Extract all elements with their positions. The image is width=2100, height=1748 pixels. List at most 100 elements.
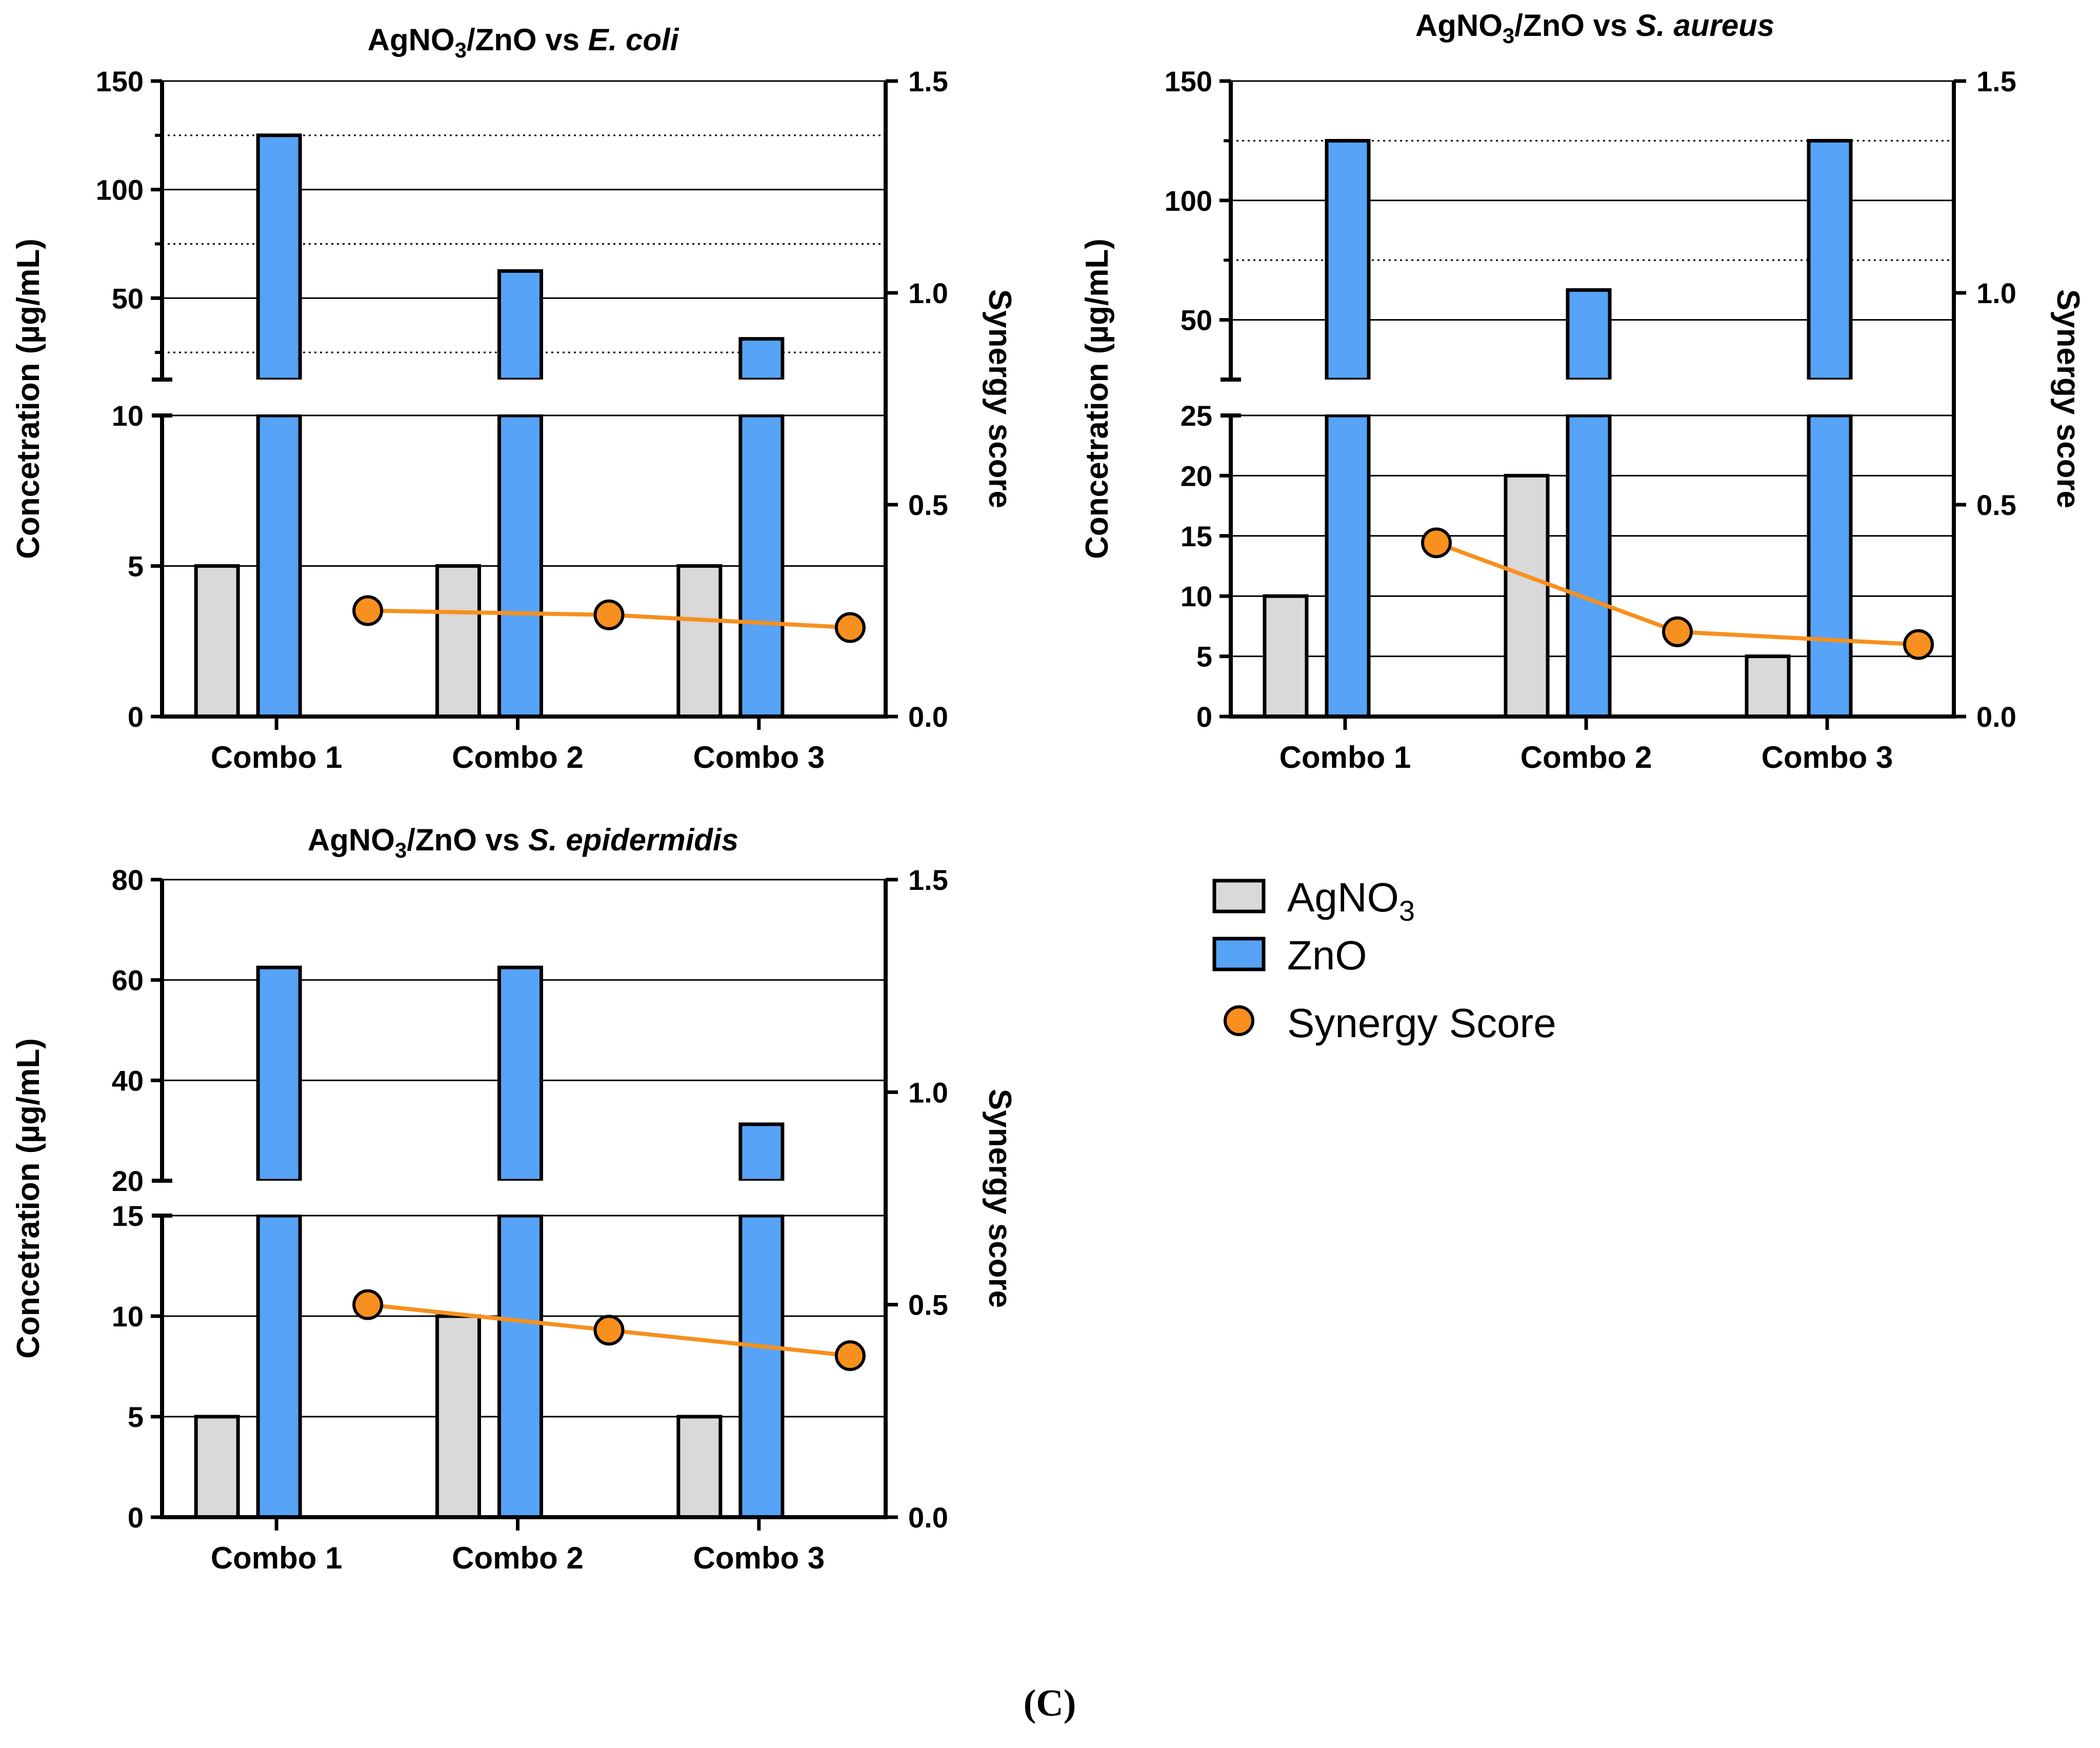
axis-break-gap (1807, 380, 1853, 414)
synergy-point-1 (1421, 527, 1452, 559)
bar-zno-lower-3 (1807, 413, 1853, 719)
category-label-1: Combo 1 (211, 1541, 343, 1575)
synergy-point-2 (593, 1315, 625, 1346)
tick-label-right: 1.5 (1976, 65, 2016, 97)
tick-label-right: 0.0 (908, 701, 948, 733)
synergy-point-1 (352, 595, 384, 626)
category-label-1: Combo 1 (1279, 740, 1411, 774)
bar-zno-lower-2 (497, 1214, 543, 1519)
tick-label-left: 15 (112, 1200, 144, 1232)
legend-label: AgNO3 (1287, 875, 1415, 927)
y2-axis-label: Synergy score (2050, 289, 2086, 508)
axis-break-gap (497, 380, 544, 414)
legend-item-1: AgNO3 (1212, 875, 1415, 927)
bar-agno3-3 (676, 564, 723, 719)
tick-label-left: 5 (1196, 641, 1212, 673)
bar-agno3-2 (435, 564, 481, 719)
bar-zno-upper-1 (1325, 138, 1371, 382)
y-axis-label: Concetration (µg/mL) (11, 1038, 46, 1359)
bar-zno-upper-1 (256, 133, 302, 382)
synergy-point-3 (834, 1340, 866, 1372)
axis-break-gap (1325, 380, 1371, 414)
blue-bar-swatch-icon (1212, 937, 1266, 971)
chart-panel-2: 0 5 10 15 20 25 50 100 150 Combo 1 Combo 2 Combo 3 0… (1079, 8, 2086, 774)
axis-break-gap (256, 380, 303, 414)
tick-label-left: 25 (1181, 400, 1212, 432)
tick-label-left: 150 (96, 65, 144, 97)
tick-label-left: 50 (1181, 304, 1212, 336)
tick-label-left: 80 (112, 864, 144, 896)
bar-zno-lower-1 (256, 413, 302, 719)
bar-zno-upper-3 (1807, 138, 1853, 382)
legend-label: ZnO (1287, 932, 1367, 978)
bar-zno-lower-3 (738, 1214, 785, 1519)
synergy-point-3 (1903, 629, 1934, 660)
tick-label-left: 150 (1165, 65, 1212, 97)
tick-label-right: 1.0 (908, 277, 948, 309)
axis-break-gap (738, 380, 785, 414)
synergy-point-3 (834, 612, 866, 643)
chart-panel-1: 0 5 10 50 100 150 Combo 1 Combo 2 Combo 3 0.0 0.5 1… (11, 23, 1017, 774)
tick-label-right: 0.5 (1976, 489, 2016, 521)
tick-label-left: 60 (112, 964, 144, 997)
category-label-1: Combo 1 (211, 740, 343, 774)
figure-caption: (C) (1024, 1682, 1076, 1724)
category-label-2: Combo 2 (1521, 740, 1652, 774)
bar-agno3-3 (1745, 654, 1791, 719)
orange-circle-marker-icon (1224, 1005, 1254, 1036)
bar-agno3-1 (1263, 594, 1309, 719)
tick-label-left: 40 (112, 1064, 144, 1097)
y2-axis-label: Synergy score (982, 1089, 1017, 1308)
bar-agno3-2 (1504, 473, 1550, 719)
category-label-3: Combo 3 (1762, 740, 1893, 774)
tick-label-right: 0.5 (908, 489, 948, 521)
tick-label-right: 0.0 (1976, 701, 2016, 733)
bar-zno-upper-1 (256, 965, 302, 1183)
bar-agno3-3 (676, 1415, 723, 1519)
synergy-point-2 (1662, 616, 1693, 647)
bar-zno-upper-2 (497, 965, 543, 1183)
tick-label-left: 100 (1165, 185, 1212, 217)
bar-zno-upper-3 (738, 1122, 785, 1183)
bar-zno-lower-2 (1566, 413, 1612, 719)
tick-label-right: 1.5 (908, 65, 948, 97)
tick-label-right: 0.5 (908, 1289, 948, 1321)
y-axis-label: Concetration (µg/mL) (11, 239, 46, 559)
synergy-point-1 (352, 1289, 384, 1320)
axis-break-gap (738, 1181, 785, 1215)
tick-label-left: 100 (96, 174, 144, 206)
legend-label: Synergy Score (1287, 1000, 1556, 1046)
axis-break-gap (256, 1181, 303, 1215)
tick-label-left: 0 (128, 701, 144, 733)
tick-label-left: 10 (112, 1300, 144, 1333)
tick-label-left: 15 (1181, 520, 1212, 552)
axis-break-gap (497, 1181, 544, 1215)
category-label-2: Combo 2 (452, 1541, 584, 1575)
tick-label-right: 1.5 (908, 864, 948, 896)
bar-zno-upper-2 (1566, 288, 1612, 382)
tick-label-left: 5 (128, 1401, 144, 1433)
tick-label-left: 20 (1181, 460, 1212, 492)
bar-zno-upper-2 (497, 269, 543, 382)
tick-label-left: 0 (128, 1501, 144, 1534)
tick-label-right: 1.0 (1976, 277, 2016, 309)
legend-item-2: ZnO (1212, 932, 1367, 978)
tick-label-right: 1.0 (908, 1076, 948, 1108)
tick-label-left: 5 (128, 550, 144, 583)
bar-zno-lower-1 (256, 1214, 302, 1519)
chart-title: AgNO3/ZnO vs E. coli (368, 23, 679, 62)
tick-label-left: 0 (1196, 701, 1212, 733)
y2-axis-label: Synergy score (982, 289, 1017, 508)
legend-item-3: Synergy Score (1224, 1000, 1556, 1046)
synergy-point-2 (593, 599, 625, 630)
axis-break-gap (1566, 380, 1612, 414)
bar-zno-upper-3 (738, 337, 785, 382)
chart-title: AgNO3/ZnO vs S. epidermidis (308, 823, 738, 862)
chart-title: AgNO3/ZnO vs S. aureus (1415, 8, 1774, 48)
grey-bar-swatch-icon (1212, 879, 1266, 913)
legend: AgNO3 ZnO Synergy Score (1212, 875, 1556, 1046)
bar-zno-lower-2 (497, 413, 543, 719)
